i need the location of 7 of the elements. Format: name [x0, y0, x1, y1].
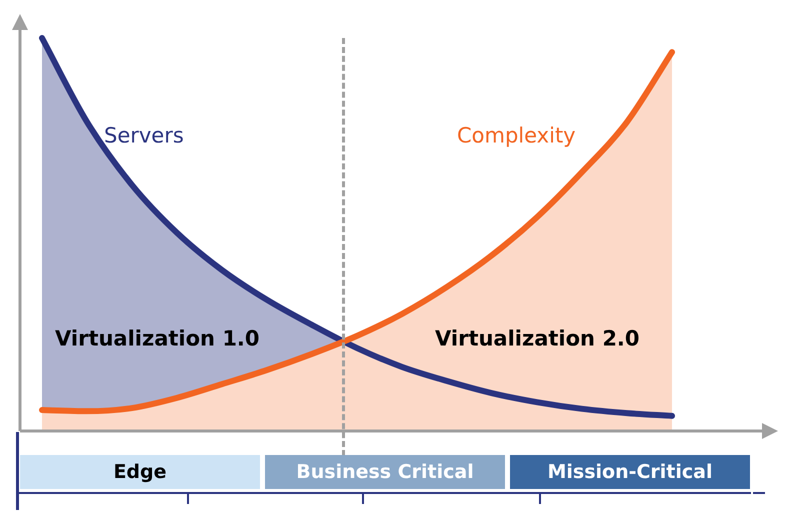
series-label: Servers — [104, 123, 184, 148]
text: Business Critical — [265, 455, 505, 489]
annotation: Virtualization 2.0 — [435, 326, 640, 350]
text: Mission-Critical — [510, 455, 750, 489]
annotation: Virtualization 1.0 — [55, 326, 260, 350]
text: Edge — [20, 455, 260, 489]
series-label: Complexity — [457, 123, 576, 148]
